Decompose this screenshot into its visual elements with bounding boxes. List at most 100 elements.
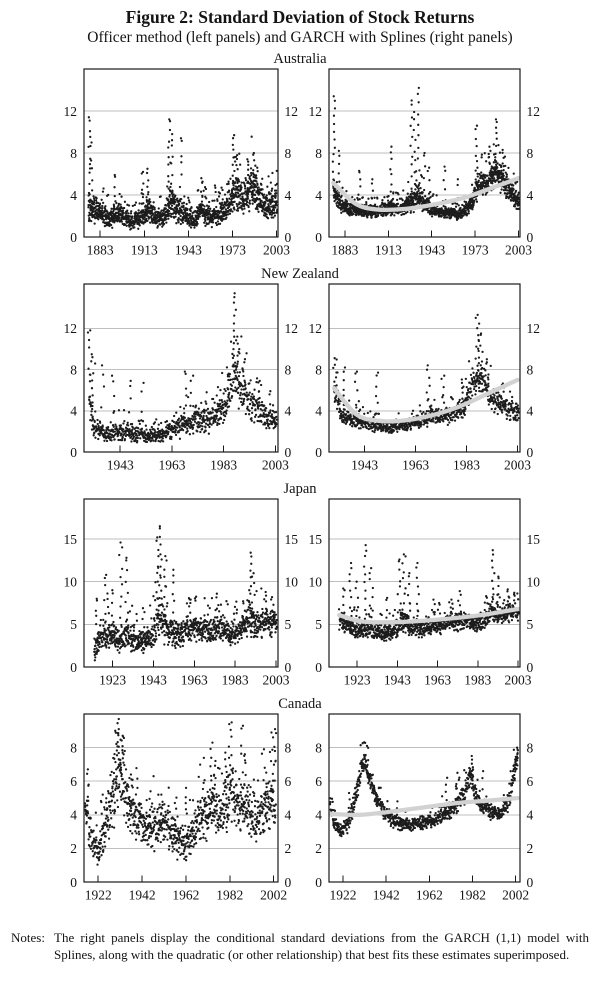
svg-text:1963: 1963 bbox=[158, 458, 185, 473]
svg-text:0: 0 bbox=[315, 445, 322, 460]
svg-text:1943: 1943 bbox=[175, 243, 202, 258]
svg-text:1923: 1923 bbox=[344, 673, 371, 688]
svg-text:8: 8 bbox=[315, 740, 322, 755]
svg-text:5: 5 bbox=[527, 617, 534, 632]
row-australia: Australia 0 0 4 4 8 8 12 12 1883 1913 1943 1973 2003… bbox=[0, 51, 600, 263]
svg-text:1982: 1982 bbox=[459, 888, 486, 903]
svg-text:0: 0 bbox=[285, 660, 292, 675]
svg-text:1982: 1982 bbox=[216, 888, 243, 903]
svg-text:2: 2 bbox=[527, 841, 534, 856]
svg-text:4: 4 bbox=[315, 808, 322, 823]
svg-text:12: 12 bbox=[64, 321, 78, 336]
svg-text:1973: 1973 bbox=[462, 243, 489, 258]
svg-text:2002: 2002 bbox=[502, 888, 529, 903]
svg-text:1943: 1943 bbox=[418, 243, 445, 258]
svg-text:2002: 2002 bbox=[260, 888, 287, 903]
panel-garch_splines: 0 0 5 5 10 10 15 15 1923 1943 1963 1983 2003 bbox=[309, 498, 541, 688]
svg-text:8: 8 bbox=[70, 740, 77, 755]
svg-text:1973: 1973 bbox=[219, 243, 246, 258]
svg-text:8: 8 bbox=[70, 362, 77, 377]
svg-text:0: 0 bbox=[315, 230, 322, 245]
row-japan: Japan 0 0 5 5 10 10 15 15 1923 1943 1963 1983 2003 0 0… bbox=[0, 481, 600, 693]
svg-text:1943: 1943 bbox=[384, 673, 411, 688]
svg-text:5: 5 bbox=[315, 617, 322, 632]
svg-text:1963: 1963 bbox=[424, 673, 451, 688]
panel-officer: 0 0 4 4 8 8 12 12 1943 1963 1983 2003 bbox=[64, 283, 299, 473]
svg-text:15: 15 bbox=[285, 532, 299, 547]
svg-text:2003: 2003 bbox=[262, 458, 289, 473]
svg-text:5: 5 bbox=[285, 617, 292, 632]
svg-text:4: 4 bbox=[527, 404, 534, 419]
svg-text:1963: 1963 bbox=[402, 458, 429, 473]
svg-text:0: 0 bbox=[527, 230, 534, 245]
svg-text:4: 4 bbox=[70, 404, 77, 419]
svg-text:8: 8 bbox=[285, 362, 292, 377]
svg-text:2: 2 bbox=[70, 841, 77, 856]
svg-text:1913: 1913 bbox=[131, 243, 158, 258]
svg-text:1883: 1883 bbox=[331, 243, 358, 258]
row-canada: Canada 0 0 2 2 4 4 6 6 8 8 1922 1942 1962 1982 2002 0 0 2… bbox=[0, 696, 600, 908]
svg-text:1923: 1923 bbox=[99, 673, 126, 688]
svg-text:12: 12 bbox=[309, 321, 323, 336]
panel-garch_splines: 0 0 4 4 8 8 12 12 1943 1963 1983 2003 bbox=[309, 283, 541, 473]
svg-text:1943: 1943 bbox=[351, 458, 378, 473]
notes-label: Notes: bbox=[11, 930, 45, 945]
svg-text:8: 8 bbox=[527, 740, 534, 755]
svg-text:1962: 1962 bbox=[416, 888, 443, 903]
svg-text:2003: 2003 bbox=[262, 673, 289, 688]
svg-text:4: 4 bbox=[70, 188, 77, 203]
svg-text:1943: 1943 bbox=[140, 673, 167, 688]
svg-text:1922: 1922 bbox=[330, 888, 357, 903]
svg-text:10: 10 bbox=[64, 575, 78, 590]
svg-text:0: 0 bbox=[527, 445, 534, 460]
svg-text:8: 8 bbox=[285, 146, 292, 161]
svg-text:2003: 2003 bbox=[263, 243, 290, 258]
svg-text:8: 8 bbox=[70, 146, 77, 161]
svg-text:4: 4 bbox=[285, 808, 292, 823]
svg-text:0: 0 bbox=[70, 445, 77, 460]
svg-text:12: 12 bbox=[309, 104, 323, 119]
row-title-canada: Canada bbox=[278, 696, 322, 712]
svg-text:1983: 1983 bbox=[222, 673, 249, 688]
svg-text:1983: 1983 bbox=[210, 458, 237, 473]
svg-text:0: 0 bbox=[527, 875, 534, 890]
svg-text:1983: 1983 bbox=[464, 673, 491, 688]
svg-text:8: 8 bbox=[315, 362, 322, 377]
svg-text:10: 10 bbox=[285, 575, 299, 590]
svg-text:12: 12 bbox=[64, 104, 78, 119]
svg-text:4: 4 bbox=[315, 188, 322, 203]
svg-text:8: 8 bbox=[527, 362, 534, 377]
svg-text:2003: 2003 bbox=[504, 673, 531, 688]
notes-text: The right panels display the conditional… bbox=[54, 930, 589, 962]
svg-text:0: 0 bbox=[70, 230, 77, 245]
row-title-new-zealand: New Zealand bbox=[261, 266, 339, 282]
svg-text:0: 0 bbox=[315, 875, 322, 890]
svg-text:4: 4 bbox=[527, 188, 534, 203]
svg-text:8: 8 bbox=[315, 146, 322, 161]
svg-text:15: 15 bbox=[309, 532, 323, 547]
svg-text:2003: 2003 bbox=[504, 458, 531, 473]
svg-text:1963: 1963 bbox=[181, 673, 208, 688]
svg-text:12: 12 bbox=[527, 321, 541, 336]
svg-text:1922: 1922 bbox=[85, 888, 112, 903]
svg-text:1962: 1962 bbox=[172, 888, 199, 903]
svg-text:5: 5 bbox=[70, 617, 77, 632]
svg-text:12: 12 bbox=[285, 321, 299, 336]
svg-text:0: 0 bbox=[285, 445, 292, 460]
svg-text:1913: 1913 bbox=[375, 243, 402, 258]
svg-text:10: 10 bbox=[527, 575, 541, 590]
svg-text:12: 12 bbox=[285, 104, 299, 119]
svg-text:2: 2 bbox=[315, 841, 322, 856]
panel-officer: 0 0 2 2 4 4 6 6 8 8 1922 1942 1962 1982 2002 bbox=[70, 713, 292, 903]
svg-text:8: 8 bbox=[527, 146, 534, 161]
panel-officer: 0 0 5 5 10 10 15 15 1923 1943 1963 1983 2003 bbox=[64, 498, 299, 688]
panel-officer: 0 0 4 4 8 8 12 12 1883 1913 1943 1973 2003 bbox=[64, 68, 299, 258]
svg-text:8: 8 bbox=[285, 740, 292, 755]
figure-title: Figure 2: Standard Deviation of Stock Re… bbox=[125, 7, 475, 27]
svg-text:4: 4 bbox=[315, 404, 322, 419]
svg-text:0: 0 bbox=[70, 875, 77, 890]
panel-garch_splines: 0 0 2 2 4 4 6 6 8 8 1922 1942 1962 1982 2002 bbox=[315, 713, 534, 903]
svg-text:6: 6 bbox=[285, 774, 292, 789]
